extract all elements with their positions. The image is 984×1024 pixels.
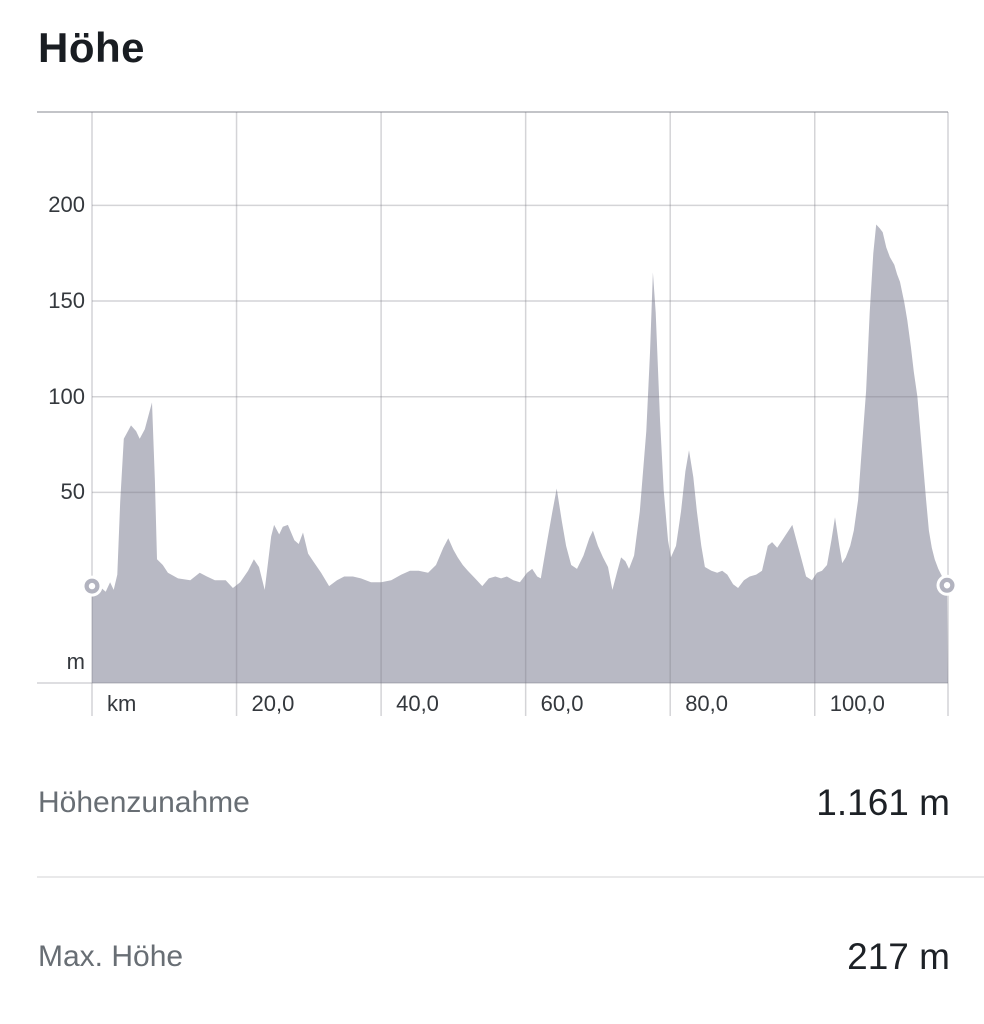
end-marker bbox=[936, 574, 958, 596]
stat-row-max-elevation: Max. Höhe 217 m bbox=[0, 928, 984, 986]
elevation-area-svg bbox=[37, 111, 958, 716]
elevation-chart[interactable]: 200 150 100 50 m km 20,0 40,0 60,0 80,0 … bbox=[0, 0, 984, 724]
page-title: Höhe bbox=[38, 24, 145, 71]
stat-value: 1.161 m bbox=[816, 782, 950, 823]
y-axis-unit-label: m bbox=[66, 649, 85, 674]
x-axis-unit-label: km bbox=[107, 691, 137, 716]
x-axis-tick-label: 100,0 bbox=[829, 691, 885, 716]
stat-value: 217 m bbox=[847, 936, 950, 977]
x-axis-tick-label: 80,0 bbox=[685, 691, 729, 716]
y-axis-tick-label: 100 bbox=[48, 383, 85, 409]
start-marker bbox=[81, 575, 103, 597]
y-axis-tick-label: 200 bbox=[48, 192, 85, 218]
elevation-area bbox=[92, 224, 948, 683]
stat-label: Max. Höhe bbox=[38, 940, 184, 973]
y-axis-tick-label: 150 bbox=[48, 288, 85, 314]
divider bbox=[37, 876, 984, 878]
x-axis-tick-label: 40,0 bbox=[396, 691, 439, 716]
stat-row-elevation-gain: Höhenzunahme 1.161 m bbox=[0, 774, 984, 832]
stat-label: Höhenzunahme bbox=[38, 786, 250, 819]
x-axis-tick-label: 20,0 bbox=[251, 691, 295, 716]
x-axis-tick-label: 60,0 bbox=[540, 691, 584, 716]
y-axis-tick-label: 50 bbox=[60, 479, 85, 505]
